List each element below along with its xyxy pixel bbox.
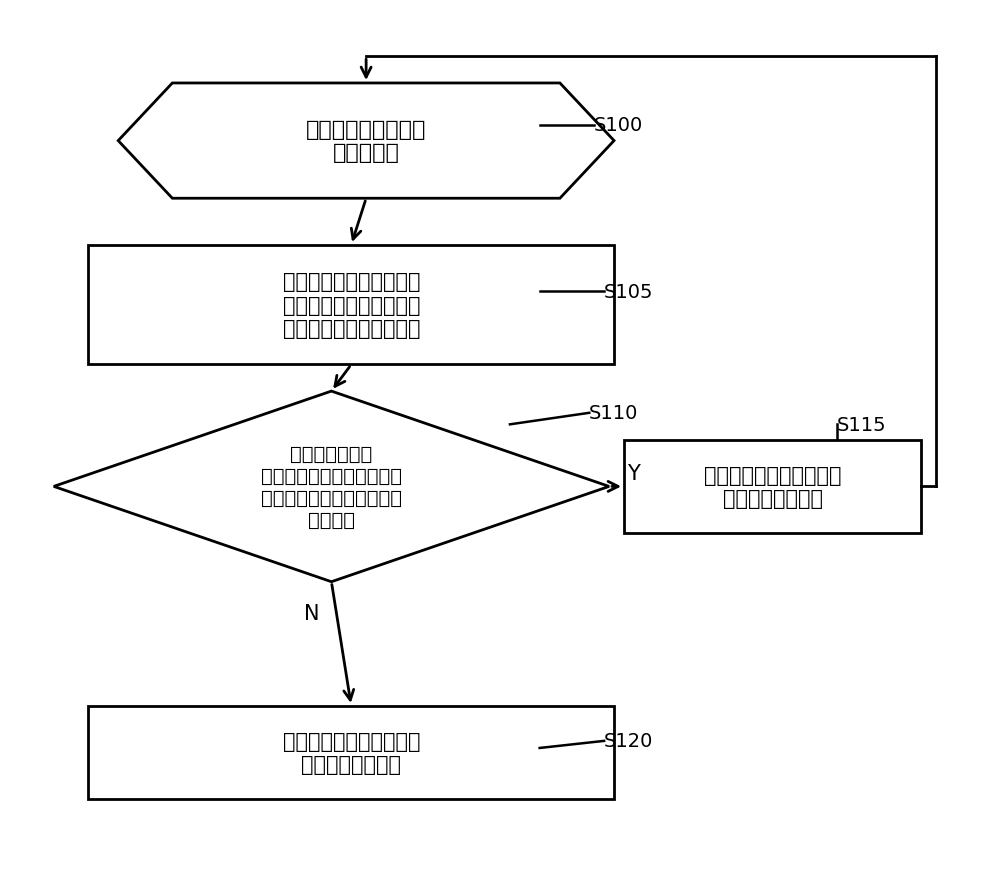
Text: S105: S105 <box>604 283 654 301</box>
Bar <box>624 441 921 534</box>
Text: 比较所述虚拟机
上单位时间运行的输入输出
指令的总容量是否达到预置
能力配额: 比较所述虚拟机 上单位时间运行的输入输出 指令的总容量是否达到预置 能力配额 <box>261 444 402 529</box>
Text: N: N <box>304 603 319 623</box>
Polygon shape <box>54 392 609 582</box>
Text: S120: S120 <box>604 731 654 751</box>
Text: 获取所述输入输出指令所
请求的虚拟机处理输入输
出指令时的预置能力配额: 获取所述输入输出指令所 请求的虚拟机处理输入输 出指令时的预置能力配额 <box>283 272 420 339</box>
Text: S100: S100 <box>594 116 643 135</box>
Text: Y: Y <box>627 464 640 484</box>
Text: 将用户端发送的输入输出
指令加入等待队列: 将用户端发送的输入输出 指令加入等待队列 <box>704 465 841 509</box>
Text: S110: S110 <box>589 404 639 423</box>
Text: 接收用户端发送的输
入输出指令: 接收用户端发送的输 入输出指令 <box>306 120 426 163</box>
Text: 为用户端发送的输入输出
指令分配物理资源: 为用户端发送的输入输出 指令分配物理资源 <box>283 731 420 774</box>
Bar <box>88 706 614 799</box>
Bar <box>88 246 614 365</box>
Polygon shape <box>118 84 614 199</box>
Text: S115: S115 <box>837 416 887 434</box>
